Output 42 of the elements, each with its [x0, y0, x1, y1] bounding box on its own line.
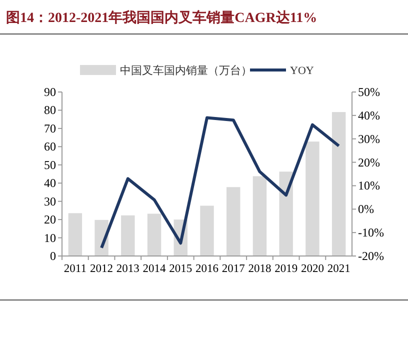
bar	[68, 213, 82, 256]
y-tick-label: 0	[50, 249, 56, 263]
y-tick-label: 20	[44, 212, 56, 227]
y-tick-label: 90	[44, 85, 56, 99]
bar	[200, 206, 214, 256]
x-tick-label: 2012	[90, 263, 114, 275]
bar	[279, 172, 293, 256]
x-tick-label: 2015	[169, 263, 192, 275]
legend-label: 中国叉车国内销量（万台）	[120, 64, 252, 77]
x-tick-label: 2020	[300, 263, 324, 275]
bar	[121, 215, 135, 256]
y2-tick-label: 50%	[358, 85, 380, 99]
y-tick-label: 70	[44, 121, 56, 136]
bar	[306, 142, 320, 256]
y2-tick-label: 10%	[358, 178, 380, 193]
y2-tick-label: 0%	[358, 202, 374, 216]
x-tick-label: 2021	[327, 263, 351, 275]
x-tick-label: 2013	[116, 263, 140, 275]
line-series	[100, 116, 340, 250]
x-tick-label: 2018	[248, 263, 272, 275]
chart-title: 图14：2012-2021年我国国内叉车销量CAGR达11%	[6, 9, 318, 26]
y-tick-label: 40	[44, 176, 56, 190]
x-tick-label: 2019	[274, 263, 298, 275]
x-tick-label: 2017	[222, 263, 246, 275]
y-tick-label: 80	[44, 103, 56, 118]
y2-tick-label: 20%	[358, 155, 380, 170]
x-tick-label: 2016	[196, 263, 219, 275]
y-tick-label: 30	[44, 194, 56, 208]
y2-tick-label: 30%	[358, 132, 380, 146]
bar	[226, 187, 240, 256]
y-tick-label: 60	[44, 140, 56, 154]
y2-tick-label: 40%	[358, 108, 380, 122]
y2-tick-label: -10%	[358, 226, 384, 240]
x-tick-label: 2014	[142, 263, 166, 275]
y2-tick-label: -20%	[358, 249, 384, 263]
y-tick-label: 10	[44, 230, 56, 245]
y-tick-label: 50	[44, 158, 56, 172]
bar	[147, 214, 162, 256]
x-tick-label: 2011	[64, 263, 87, 275]
bar	[332, 112, 346, 256]
legend-label: YOY	[290, 65, 314, 77]
bar	[252, 176, 267, 256]
